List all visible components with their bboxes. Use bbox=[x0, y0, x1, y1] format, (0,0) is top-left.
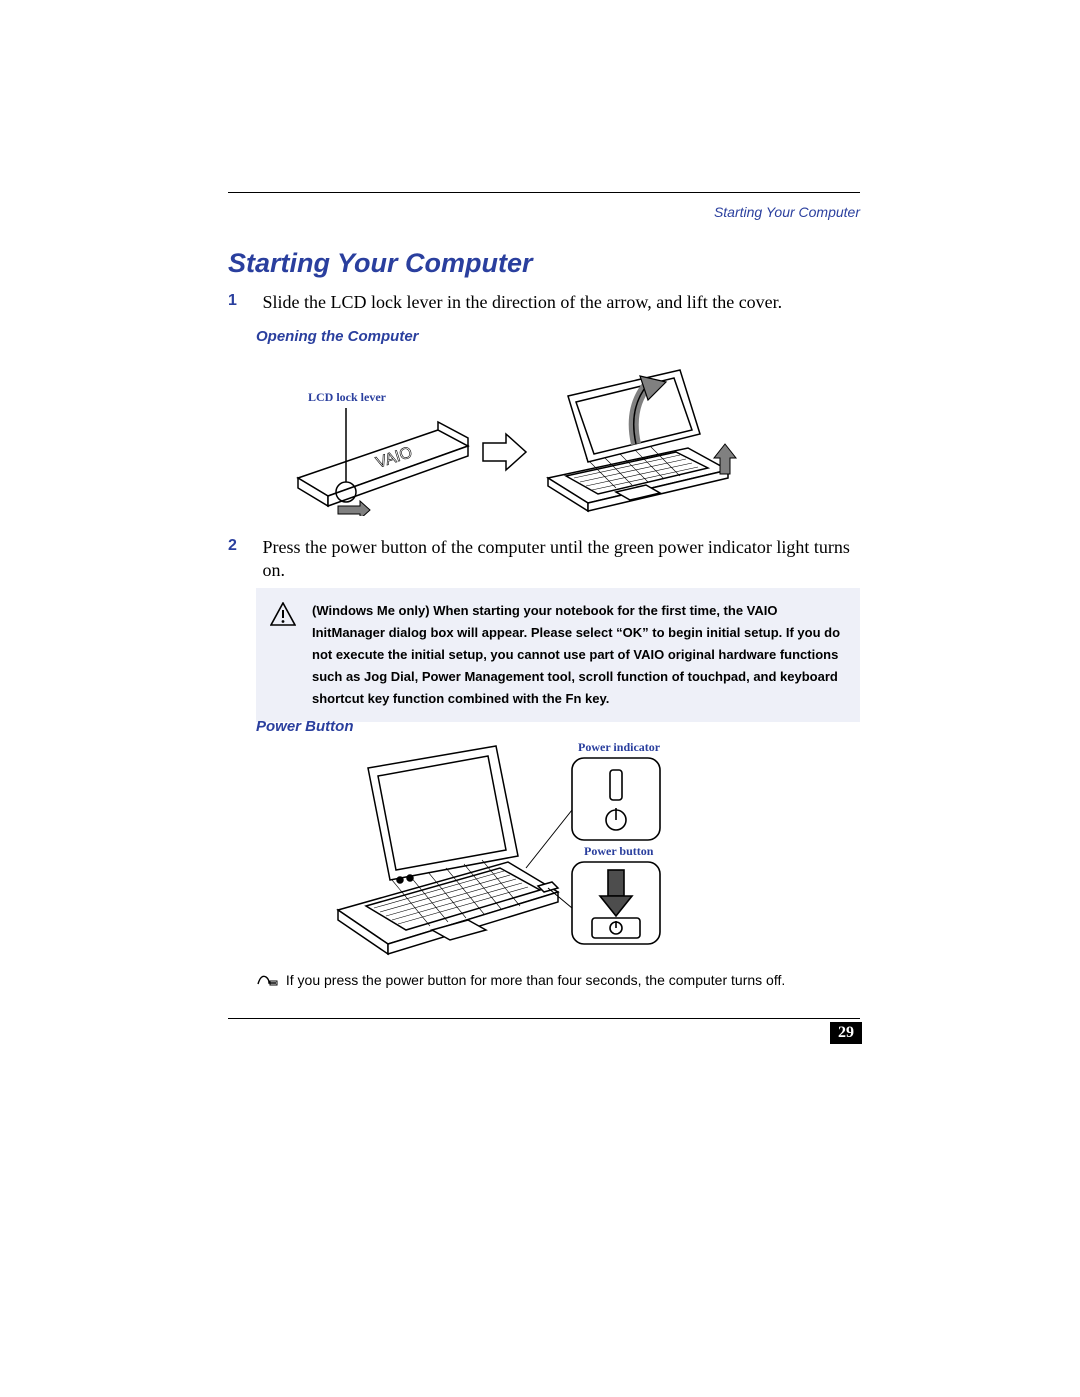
rule-top bbox=[228, 192, 860, 193]
subhead-opening: Opening the Computer bbox=[256, 328, 419, 345]
figure-power: Power indicator Power button bbox=[300, 740, 780, 966]
step-1: 1 Slide the LCD lock lever in the direct… bbox=[228, 291, 860, 314]
callout-power-button: Power button bbox=[584, 844, 653, 859]
rule-bottom bbox=[228, 1018, 860, 1019]
callout-lcd-lock-lever: LCD lock lever bbox=[308, 390, 386, 405]
page-title: Starting Your Computer bbox=[228, 248, 533, 279]
figure-opening: LCD lock lever VAIO bbox=[268, 358, 768, 516]
tip-icon bbox=[256, 972, 278, 991]
step-2-text: Press the power button of the computer u… bbox=[263, 536, 853, 581]
power-diagram-svg bbox=[300, 740, 780, 966]
tip-text: If you press the power button for more t… bbox=[286, 972, 785, 988]
step-2-num: 2 bbox=[228, 536, 258, 556]
running-header: Starting Your Computer bbox=[714, 204, 860, 220]
note-text: (Windows Me only) When starting your not… bbox=[312, 600, 844, 710]
step-1-num: 1 bbox=[228, 291, 258, 311]
tip-line: If you press the power button for more t… bbox=[256, 972, 860, 991]
opening-diagram-svg: VAIO bbox=[268, 358, 768, 516]
warning-icon bbox=[270, 602, 296, 631]
note-box: (Windows Me only) When starting your not… bbox=[256, 588, 860, 722]
callout-power-indicator: Power indicator bbox=[578, 740, 660, 755]
step-2: 2 Press the power button of the computer… bbox=[228, 536, 860, 581]
subhead-power-button: Power Button bbox=[256, 718, 354, 735]
page-number: 29 bbox=[830, 1022, 862, 1044]
step-1-text: Slide the LCD lock lever in the directio… bbox=[263, 291, 853, 314]
